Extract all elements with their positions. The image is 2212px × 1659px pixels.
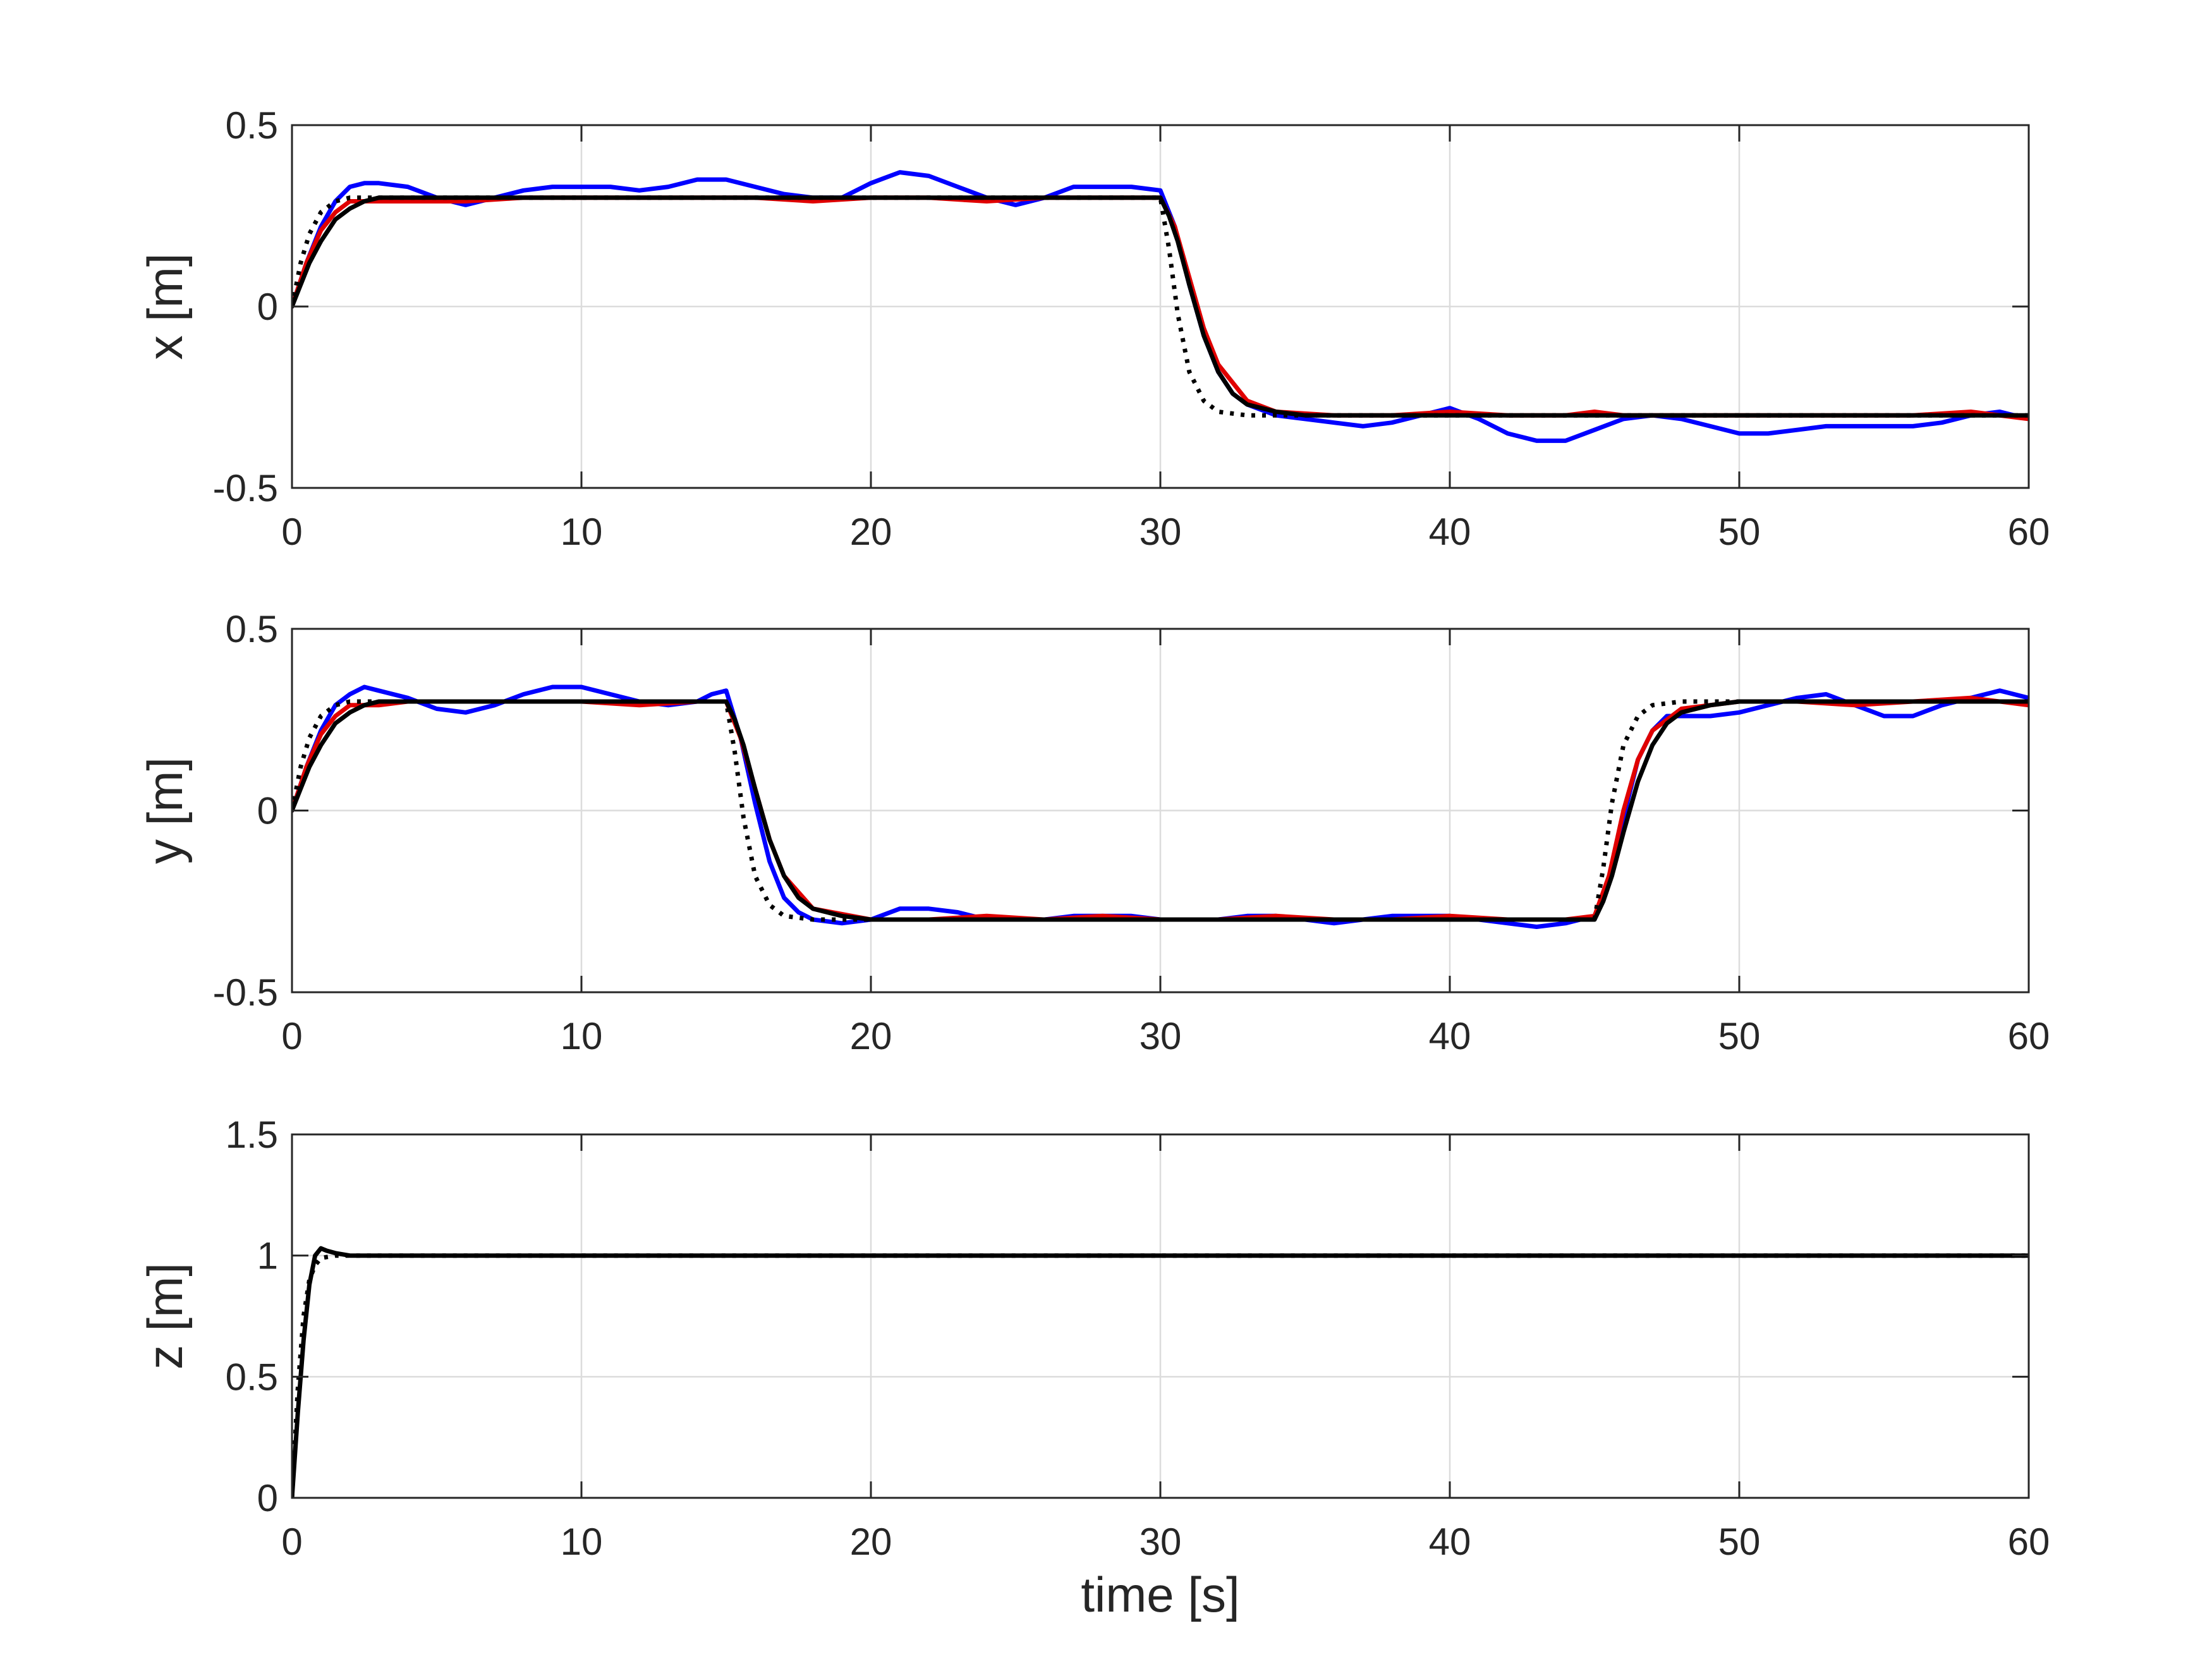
x-tick-label: 50 bbox=[1718, 1015, 1761, 1057]
ticks: 0 10 20 30 40 50 60 0 0.5 1 1.5 bbox=[226, 1114, 2050, 1563]
series-group bbox=[292, 684, 2029, 929]
y-tick-label: 1 bbox=[257, 1235, 278, 1277]
x-tick-label: 60 bbox=[2008, 1521, 2050, 1563]
ticks: 0 10 20 30 40 50 60-0.500.5 bbox=[213, 608, 2050, 1057]
x-tick-label: 20 bbox=[850, 1521, 892, 1563]
x-tick-label: 0 bbox=[281, 1015, 302, 1057]
y-tick-label: -0.5 bbox=[213, 971, 278, 1014]
x-tick-label: 10 bbox=[561, 511, 603, 553]
x-tick-label: 0 bbox=[281, 511, 302, 553]
y-tick-label: 0.5 bbox=[226, 1356, 278, 1398]
x-tick-label: 50 bbox=[1718, 511, 1761, 553]
y-tick-label: 0.5 bbox=[226, 104, 278, 147]
x-tick-label: 40 bbox=[1429, 511, 1471, 553]
y-axis-label: y [m] bbox=[137, 757, 193, 864]
y-tick-label: 0 bbox=[257, 1477, 278, 1519]
x-tick-label: 30 bbox=[1139, 1015, 1182, 1057]
y-tick-label: 0 bbox=[257, 790, 278, 832]
x-tick-label: 10 bbox=[561, 1521, 603, 1563]
series-group bbox=[292, 170, 2029, 443]
x-tick-label: 30 bbox=[1139, 511, 1182, 553]
subplot-3: 0 10 20 30 40 50 60 0 0.5 1 1.5 z [m] bbox=[137, 1114, 2050, 1563]
series-line-3 bbox=[292, 699, 2029, 922]
series-line-1 bbox=[292, 170, 2029, 443]
y-axis-label: x [m] bbox=[137, 253, 193, 360]
series-line-2 bbox=[292, 1246, 2029, 1498]
x-tick-label: 10 bbox=[561, 1015, 603, 1057]
x-tick-label: 20 bbox=[850, 511, 892, 553]
subplot-2: 0 10 20 30 40 50 60-0.500.5y [m] bbox=[137, 608, 2050, 1057]
x-tick-label: 0 bbox=[281, 1521, 302, 1563]
series-line-3 bbox=[292, 195, 2029, 418]
x-tick-label: 60 bbox=[2008, 511, 2050, 553]
series-group bbox=[292, 1246, 2029, 1498]
y-tick-label: 1.5 bbox=[226, 1114, 278, 1156]
subplots: 0 10 20 30 40 50 60-0.500.5x [m]0 10 20 30 40 50 60-… bbox=[137, 104, 2050, 1563]
x-tick-label: 40 bbox=[1429, 1015, 1471, 1057]
y-tick-label: 0 bbox=[257, 286, 278, 328]
x-tick-label: 30 bbox=[1139, 1521, 1182, 1563]
y-tick-label: -0.5 bbox=[213, 467, 278, 509]
series-line-4 bbox=[292, 195, 2029, 418]
x-tick-label: 20 bbox=[850, 1015, 892, 1057]
y-tick-label: 0.5 bbox=[226, 608, 278, 650]
y-axis-label: z [m] bbox=[137, 1263, 193, 1370]
ticks: 0 10 20 30 40 50 60-0.500.5 bbox=[213, 104, 2050, 553]
figure-x-axis-label: time [s] bbox=[1081, 1567, 1239, 1622]
x-tick-label: 40 bbox=[1429, 1521, 1471, 1563]
x-tick-label: 60 bbox=[2008, 1015, 2050, 1057]
x-tick-label: 50 bbox=[1718, 1521, 1761, 1563]
subplot-1: 0 10 20 30 40 50 60-0.500.5x [m] bbox=[137, 104, 2050, 553]
series-line-4 bbox=[292, 699, 2029, 922]
